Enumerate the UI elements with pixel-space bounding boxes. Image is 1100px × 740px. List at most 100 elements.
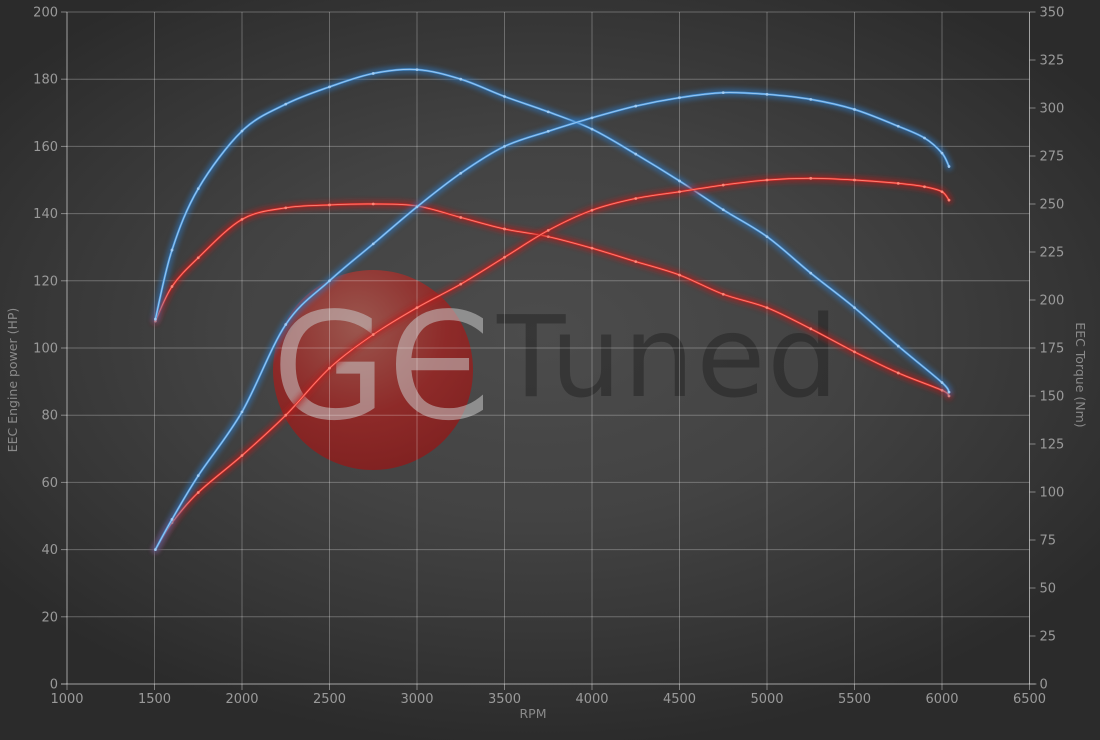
y-left-tick-label: 100 [33, 342, 58, 357]
y-left-tick-label: 160 [33, 140, 58, 155]
curve-marker-power-red [459, 282, 463, 286]
curve-marker-torque-red [546, 235, 550, 239]
curve-marker-torque-blue [721, 208, 725, 212]
y-right-tick-label: 275 [1040, 150, 1065, 165]
curve-marker-torque-blue [415, 68, 419, 71]
curve-marker-torque-blue [546, 110, 550, 114]
curve-marker-torque-blue [896, 344, 900, 348]
y-right-tick-label: 50 [1040, 582, 1057, 597]
curve-marker-torque-blue [170, 248, 174, 252]
curve-marker-torque-red [240, 217, 244, 221]
curve-marker-torque-blue [940, 381, 944, 384]
tick-labels: 0204060801001201401601802000255075100125… [33, 6, 1064, 708]
curve-marker-torque-blue [947, 390, 951, 394]
y-left-tick-label: 60 [41, 476, 58, 491]
y-right-tick-label: 150 [1040, 390, 1065, 405]
y-left-tick-label: 40 [41, 543, 58, 558]
curve-marker-torque-blue [809, 271, 813, 275]
curve-marker-power-red [590, 208, 594, 212]
curve-marker-power-blue [546, 129, 550, 133]
curve-marker-power-red [923, 185, 926, 189]
y-right-tick-label: 250 [1040, 198, 1065, 213]
y-left-axis-title: EEC Engine power (HP) [5, 308, 20, 453]
curve-marker-power-red [721, 183, 725, 187]
y-right-tick-label: 325 [1040, 54, 1065, 69]
curve-marker-power-red [196, 491, 200, 494]
x-tick-label: 6500 [1013, 692, 1046, 707]
curve-marker-torque-red [940, 388, 944, 392]
curve-marker-power-blue [590, 116, 594, 120]
curve-power-red [151, 174, 953, 554]
y-right-tick-label: 300 [1040, 102, 1065, 117]
curve-marker-power-red [940, 190, 944, 194]
curve-marker-torque-red [853, 350, 856, 354]
x-tick-label: 5500 [838, 692, 871, 707]
y-right-axis-title: EEC Torque (Nm) [1073, 322, 1088, 427]
curve-marker-torque-red [503, 227, 506, 231]
curve-marker-torque-red [328, 203, 331, 207]
x-tick-label: 4000 [575, 692, 608, 707]
x-tick-label: 5000 [750, 692, 783, 707]
curve-marker-torque-blue [196, 187, 200, 191]
curve-marker-torque-red [896, 371, 900, 375]
curve-marker-power-blue [947, 165, 951, 168]
y-right-tick-label: 75 [1040, 534, 1057, 549]
curve-marker-torque-blue [678, 179, 681, 183]
curve-line-power-blue [154, 91, 951, 551]
axes [61, 11, 1037, 690]
y-left-tick-label: 200 [33, 6, 58, 21]
x-tick-label: 2000 [225, 692, 258, 707]
y-right-tick-label: 175 [1040, 342, 1065, 357]
curve-marker-power-blue [153, 548, 157, 551]
curve-marker-power-red [371, 333, 375, 336]
curve-marker-power-blue [809, 97, 813, 101]
x-tick-label: 3000 [400, 692, 433, 707]
y-left-tick-label: 20 [41, 610, 58, 625]
curve-marker-torque-blue [765, 235, 769, 239]
x-tick-label: 3500 [488, 692, 521, 707]
curve-marker-power-red [896, 181, 900, 185]
curve-marker-power-blue [503, 145, 506, 148]
curves [151, 65, 953, 554]
x-tick-label: 4500 [663, 692, 696, 707]
watermark-logo-wordmark: Tuned [497, 293, 841, 423]
x-axis-title: RPM [519, 706, 546, 721]
curve-marker-power-blue [721, 91, 725, 95]
curve-marker-power-red [634, 197, 638, 200]
y-right-tick-label: 225 [1040, 246, 1065, 261]
curve-marker-torque-red [284, 206, 288, 210]
y-right-tick-label: 350 [1040, 6, 1065, 21]
curve-marker-torque-blue [590, 127, 594, 131]
x-tick-label: 2500 [313, 692, 346, 707]
curve-marker-torque-red [765, 306, 769, 310]
curve-marker-power-blue [240, 410, 244, 414]
y-right-tick-label: 125 [1040, 438, 1065, 453]
curve-marker-power-red [240, 454, 244, 457]
y-right-tick-label: 100 [1040, 486, 1065, 501]
y-left-tick-label: 80 [41, 409, 58, 424]
curve-marker-torque-blue [503, 95, 506, 98]
curve-core-power-red [154, 177, 950, 551]
curve-marker-power-blue [328, 279, 331, 283]
curve-marker-power-red [284, 413, 288, 417]
curve-marker-torque-blue [371, 72, 375, 75]
curve-marker-torque-blue [459, 77, 463, 81]
curve-marker-power-blue [678, 96, 681, 100]
curve-marker-torque-red [721, 292, 725, 296]
curve-marker-torque-blue [328, 85, 331, 89]
x-tick-label: 1000 [50, 692, 83, 707]
curve-marker-power-blue [196, 474, 200, 478]
curve-marker-torque-blue [853, 306, 856, 310]
curve-marker-torque-blue [634, 152, 638, 156]
curve-marker-power-blue [459, 171, 463, 175]
y-left-tick-label: 0 [50, 678, 58, 693]
curve-marker-power-blue [765, 92, 769, 96]
curve-marker-torque-red [634, 260, 638, 263]
curve-glow-power-blue [151, 88, 953, 554]
curve-marker-torque-red [196, 256, 200, 260]
curve-marker-power-red [765, 178, 769, 182]
curve-marker-torque-blue [284, 102, 288, 106]
curve-marker-power-red [328, 366, 331, 370]
